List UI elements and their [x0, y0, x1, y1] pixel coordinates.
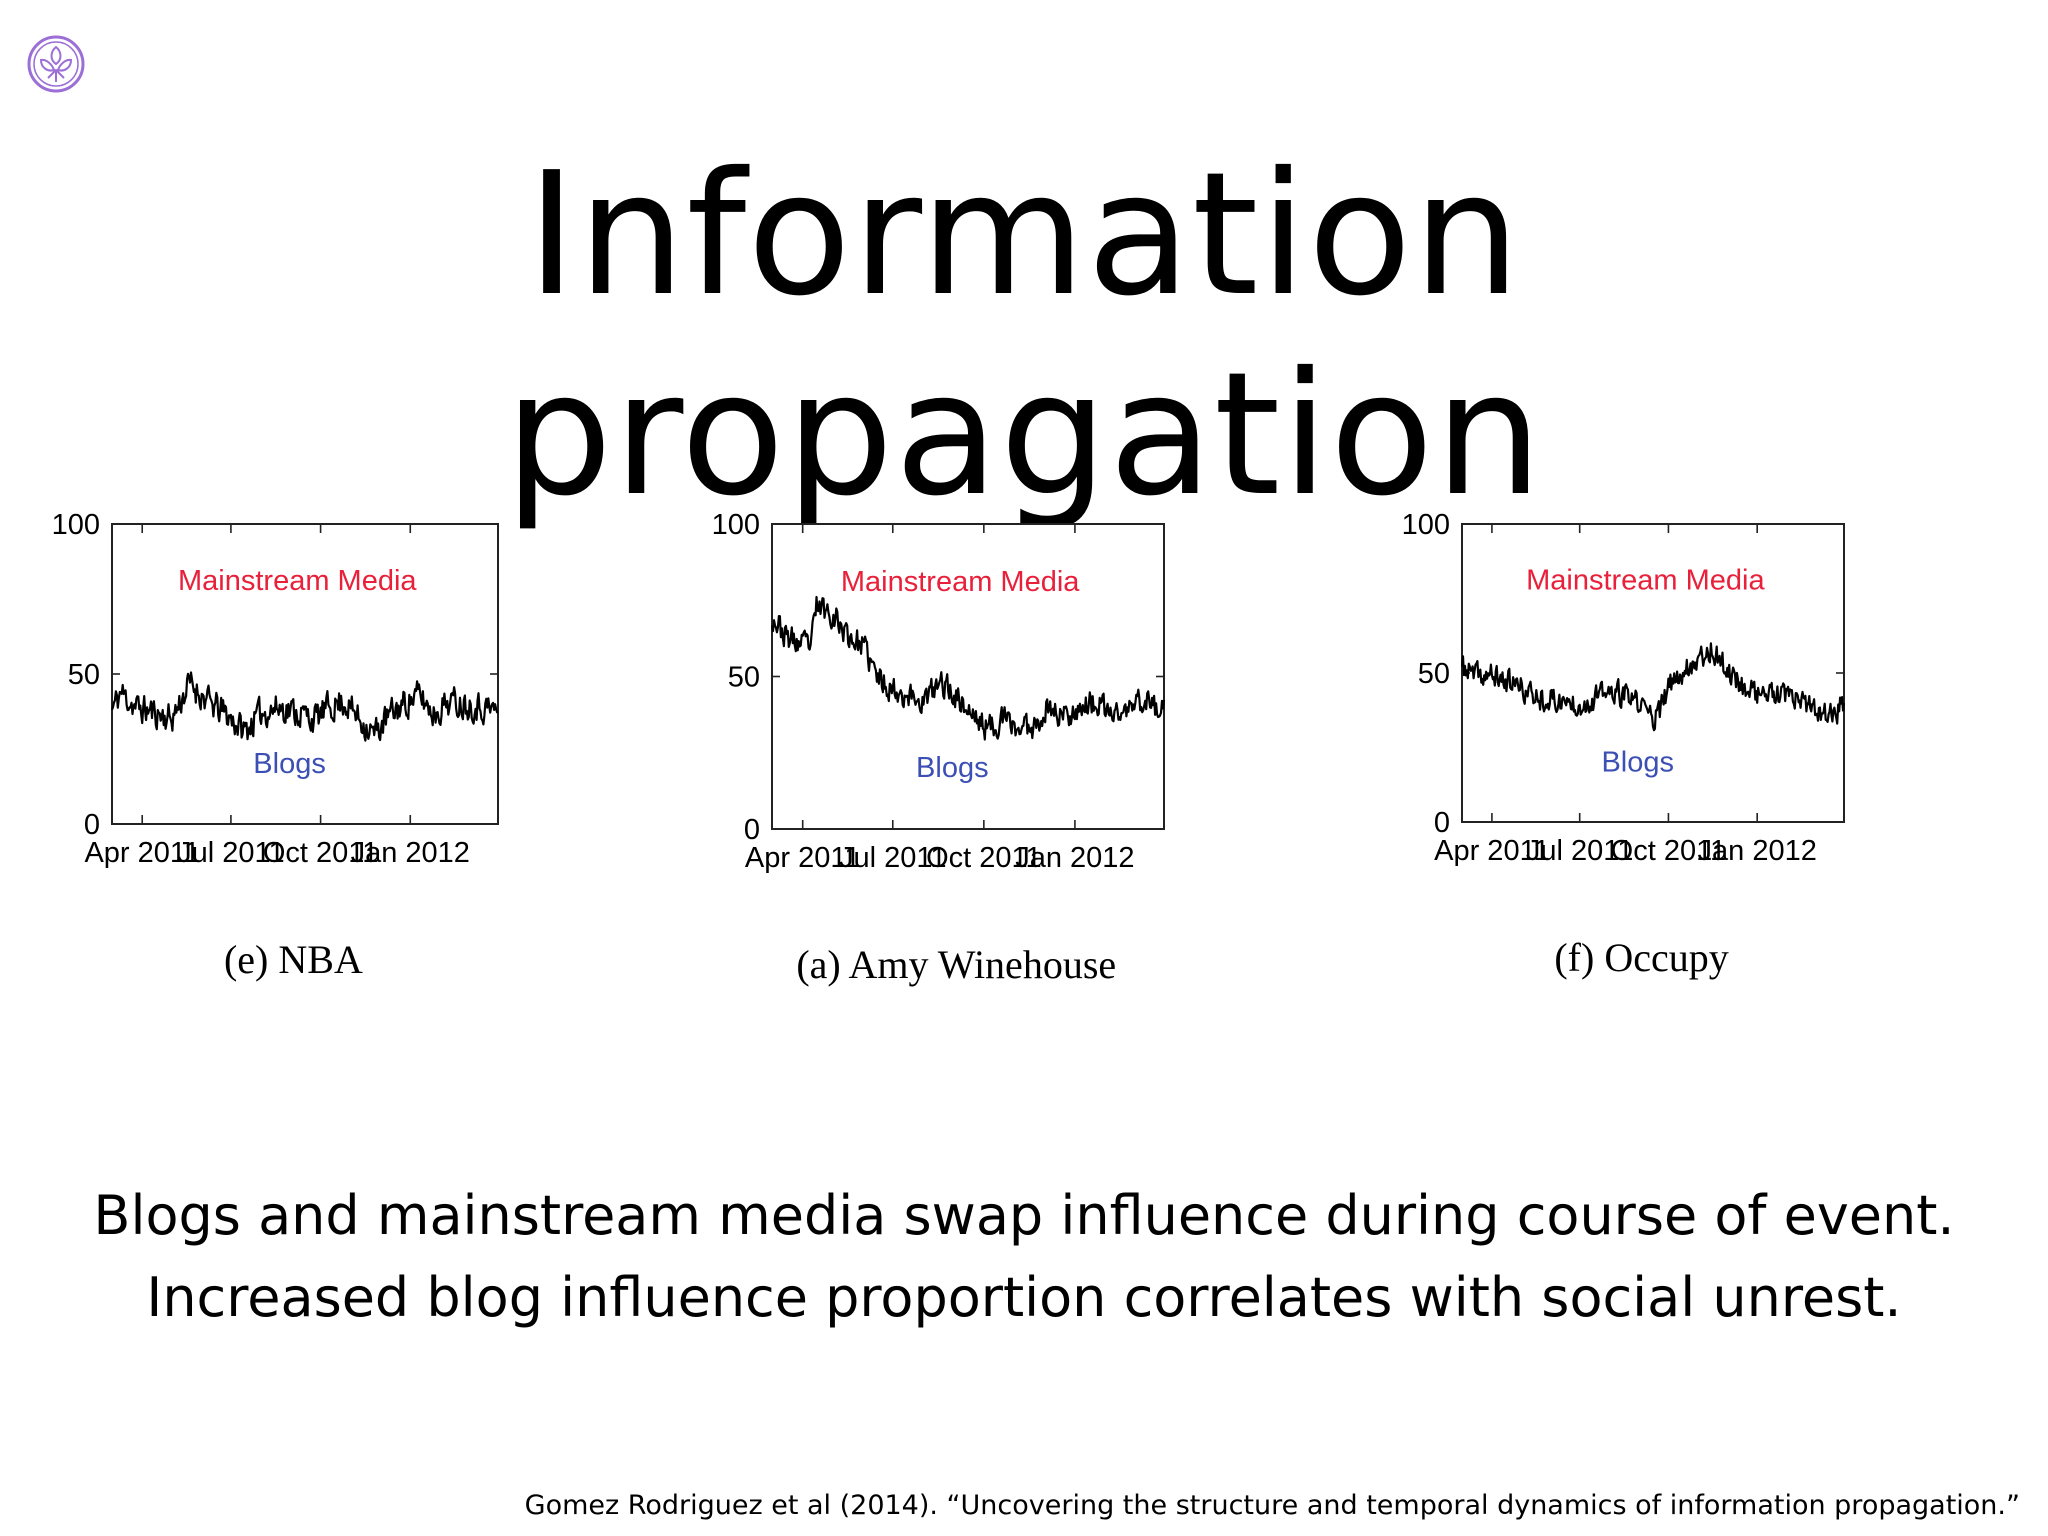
x-tick-label: Jan 2012 — [1015, 842, 1134, 874]
mainstream-share-line — [110, 671, 499, 742]
y-tick-label: 0 — [744, 814, 760, 846]
chart-caption: (e) NBA — [224, 937, 363, 982]
mainstream-media-label: Mainstream Media — [178, 565, 417, 597]
citation: Gomez Rodriguez et al (2014). “Uncoverin… — [524, 1490, 2020, 1521]
blogs-label: Blogs — [253, 748, 326, 780]
x-tick-label: Jan 2012 — [351, 837, 470, 869]
summary-line-1: Blogs and mainstream media swap influenc… — [93, 1184, 1955, 1247]
blogs-label: Blogs — [1601, 746, 1674, 778]
y-tick-label: 100 — [52, 509, 100, 541]
x-tick-label: Jan 2012 — [1698, 835, 1817, 867]
y-tick-label: 100 — [712, 509, 760, 541]
x-tick-label: Jul 2011 — [177, 837, 285, 869]
x-tick-label: Jul 2011 — [1526, 835, 1634, 867]
slide-title: Information propagation — [504, 136, 1544, 534]
y-tick-label: 50 — [68, 659, 100, 691]
chart-caption: (a) Amy Winehouse — [796, 942, 1116, 987]
blogs-label: Blogs — [916, 752, 989, 784]
chart-caption: (f) Occupy — [1554, 935, 1728, 980]
x-tick-label: Oct 2011 — [263, 837, 379, 869]
x-tick-label: Oct 2011 — [1611, 835, 1727, 867]
x-tick-label: Oct 2011 — [926, 842, 1042, 874]
y-tick-label: 0 — [1434, 807, 1450, 839]
plot-frame — [1461, 523, 1845, 823]
x-tick-label: Apr 2011 — [1434, 835, 1550, 867]
y-tick-label: 50 — [728, 662, 760, 694]
plot-frame — [111, 523, 499, 825]
summary-line-2: Increased blog influence proportion corr… — [146, 1266, 1902, 1329]
mainstream-share-line — [1460, 642, 1846, 732]
y-tick-label: 100 — [1402, 509, 1450, 541]
summary-text: Blogs and mainstream media swap influenc… — [0, 1175, 2048, 1339]
x-tick-label: Apr 2011 — [84, 837, 200, 869]
y-tick-label: 50 — [1418, 658, 1450, 690]
mainstream-media-label: Mainstream Media — [1526, 565, 1765, 597]
x-tick-label: Jul 2011 — [839, 842, 947, 874]
y-tick-label: 0 — [84, 809, 100, 841]
plot-frame — [771, 523, 1165, 830]
x-tick-label: Apr 2011 — [745, 842, 861, 874]
mainstream-share-line — [770, 595, 1166, 741]
university-crest-icon — [27, 35, 85, 93]
mainstream-media-label: Mainstream Media — [841, 566, 1080, 598]
